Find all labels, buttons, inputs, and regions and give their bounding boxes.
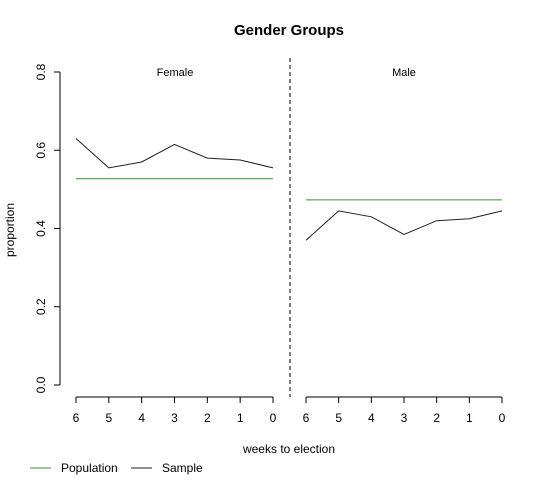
x-tick-label: 4 [138,411,145,425]
x-tick-label: 0 [270,411,277,425]
y-tick-label: 0.6 [34,142,48,159]
legend: Population Sample [30,461,203,475]
x-tick-label: 0 [499,411,506,425]
y-tick-label: 0.8 [34,63,48,80]
x-tick-label: 6 [73,411,80,425]
y-tick-label: 0.0 [34,376,48,393]
x-tick-label: 2 [204,411,211,425]
x-tick-label: 1 [466,411,473,425]
x-tick-label: 4 [368,411,375,425]
y-tick-label: 0.4 [34,220,48,237]
legend-label-population: Population [61,461,118,475]
x-tick-label: 1 [237,411,244,425]
x-tick-label: 3 [401,411,408,425]
x-tick-label: 2 [433,411,440,425]
chart-title: Gender Groups [234,22,344,39]
panel-label-male: Male [392,67,416,79]
y-axis-label: proportion [3,203,17,257]
legend-label-sample: Sample [162,461,203,475]
y-tick-label: 0.2 [34,298,48,315]
x-tick-label: 3 [171,411,178,425]
x-tick-label: 5 [105,411,112,425]
x-tick-label: 5 [335,411,342,425]
series-line-sample-female [75,138,274,169]
plot-area: 0.0 0.2 0.4 0.6 0.8 Female 6 5 4 3 2 1 0 Male 6 5 4 3 2 1 0 [34,58,506,425]
panel-label-female: Female [157,67,194,79]
x-axis-label: weeks to election [242,442,335,456]
series-line-sample-male [305,210,503,241]
x-tick-label: 6 [303,411,310,425]
